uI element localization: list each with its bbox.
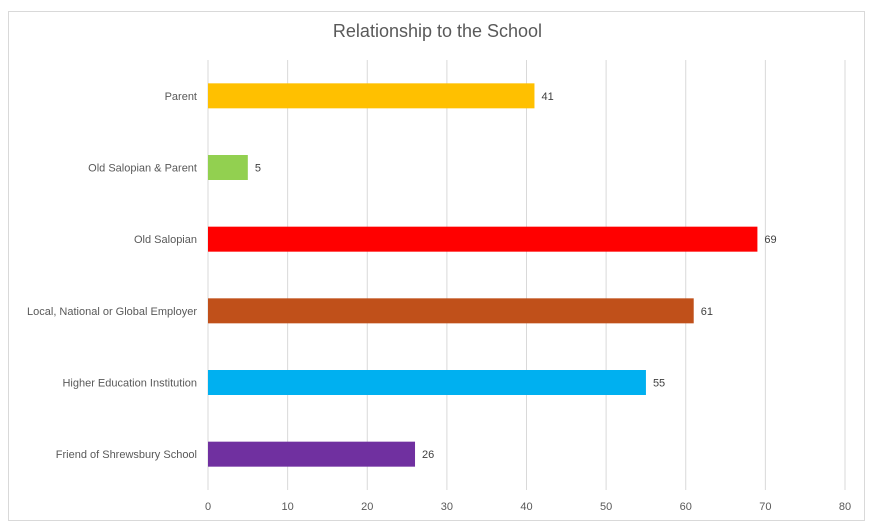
category-label: Friend of Shrewsbury School bbox=[56, 449, 197, 461]
x-tick-label: 30 bbox=[441, 501, 453, 513]
data-label: 61 bbox=[701, 306, 713, 318]
chart-title: Relationship to the School bbox=[332, 21, 543, 41]
data-labels: 41 5 69 61 55 26 bbox=[255, 91, 777, 461]
x-tick-label: 80 bbox=[839, 501, 851, 513]
gridlines bbox=[207, 60, 846, 490]
bar bbox=[208, 441, 416, 467]
x-tick-label: 60 bbox=[680, 501, 692, 513]
bar bbox=[208, 298, 694, 324]
x-tick-label: 20 bbox=[361, 501, 373, 513]
x-tick-label: 0 bbox=[205, 501, 211, 513]
x-tick-labels: 0 10 20 30 40 50 60 70 80 bbox=[205, 501, 851, 513]
data-label: 5 bbox=[255, 163, 261, 175]
x-tick-label: 70 bbox=[759, 501, 771, 513]
x-tick-label: 10 bbox=[282, 501, 294, 513]
bar bbox=[208, 155, 248, 180]
data-label: 69 bbox=[764, 234, 776, 246]
data-label: 41 bbox=[541, 91, 553, 103]
category-label: Higher Education Institution bbox=[62, 378, 197, 390]
category-label: Local, National or Global Employer bbox=[27, 306, 197, 318]
x-tick-label: 40 bbox=[520, 501, 532, 513]
bar bbox=[208, 370, 646, 395]
category-labels: Parent Old Salopian & Parent Old Salopian L… bbox=[27, 91, 197, 461]
data-label: 26 bbox=[422, 449, 434, 461]
x-tick-label: 50 bbox=[600, 501, 612, 513]
category-label: Old Salopian bbox=[134, 234, 197, 246]
bar bbox=[208, 83, 535, 109]
bars bbox=[208, 83, 758, 467]
category-label: Parent bbox=[165, 91, 197, 103]
category-label: Old Salopian & Parent bbox=[88, 163, 197, 175]
data-label: 55 bbox=[653, 378, 665, 390]
bar bbox=[208, 226, 758, 252]
